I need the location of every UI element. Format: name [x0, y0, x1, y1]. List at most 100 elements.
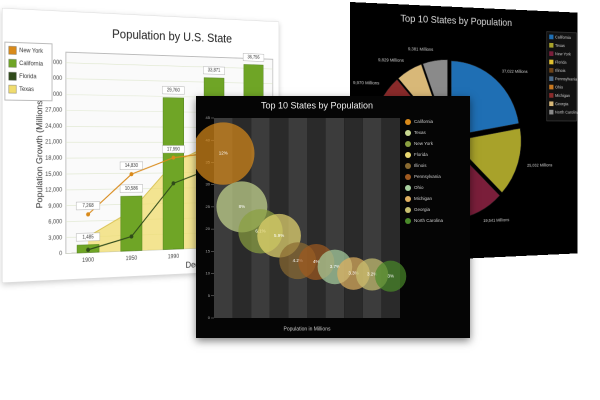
value-label-box [162, 86, 184, 94]
value-label: 10,586 [125, 186, 139, 192]
legend-label: Illinois [414, 163, 427, 168]
x-tick-label: 1950 [126, 256, 138, 262]
y-tick-label: 6,000 [48, 219, 63, 225]
bubble-label: 3.7% [330, 264, 340, 269]
pie-slice [453, 128, 521, 193]
y-tick-label: 15 [206, 248, 211, 253]
legend-swatch [549, 59, 554, 65]
y-tick-label: 18,000 [45, 156, 63, 162]
marker [171, 155, 176, 160]
bar [77, 244, 99, 253]
value-label-box [203, 67, 224, 75]
bubble [375, 260, 407, 292]
legend-label: Texas [414, 130, 427, 135]
legend-label: New York [19, 48, 43, 55]
legend-box [5, 42, 52, 101]
legend-swatch [405, 196, 411, 202]
slice-label: 9,970 Millions [353, 80, 380, 86]
legend-swatch [405, 141, 411, 147]
legend-label: Florida [414, 152, 428, 157]
y-tick-label: 0 [208, 315, 211, 320]
legend-label: Michigan [555, 93, 570, 98]
y-tick-label: 3,000 [48, 235, 63, 241]
bar [121, 196, 142, 251]
bubble-label: 3.2% [367, 272, 377, 277]
legend-label: Florida [555, 60, 567, 65]
legend-swatch [405, 174, 411, 180]
legend-swatch [405, 119, 411, 125]
legend-swatch [405, 207, 411, 213]
bubble [196, 122, 255, 185]
legend-swatch [8, 59, 17, 68]
y-tick-label: 21,000 [45, 140, 63, 146]
legend-label: Georgia [414, 207, 431, 212]
value-label: 14,830 [125, 163, 139, 169]
y-tick-label: 5 [208, 293, 211, 298]
bar [163, 98, 184, 250]
legend-swatch [405, 163, 411, 169]
value-label-box [76, 233, 99, 242]
pie-slice [450, 144, 499, 219]
legend-swatch [8, 72, 17, 81]
legend-label: New York [555, 52, 571, 57]
y-tick-label: 25 [206, 204, 211, 209]
y-tick-label: 12,000 [45, 188, 63, 194]
bubble-chart: Top 10 States by Population 0 5 10 15 20 25 30 3… [196, 96, 470, 338]
y-tick-label: 10 [206, 271, 211, 276]
value-label-box [76, 202, 99, 210]
legend-label: Florida [19, 74, 37, 81]
legend-swatch [549, 93, 554, 98]
legend-swatch [8, 85, 17, 94]
bubble-label: 4% [313, 259, 320, 264]
bubble-label: 12% [219, 151, 228, 156]
chart-title: Top 10 States by Population [261, 100, 373, 110]
y-tick-label: 30 [206, 182, 211, 187]
legend-label: Pennsylvania [555, 77, 577, 82]
x-axis-label: Population in Millions [284, 326, 331, 332]
y-tick-label: 15,000 [45, 172, 63, 178]
y-tick-label: 0 [59, 251, 63, 257]
legend-swatch [549, 109, 554, 115]
value-label: 36,756 [247, 55, 259, 61]
bubble-panel: Top 10 States by Population 0 5 10 15 20 25 30 3… [196, 96, 470, 338]
y-tick-label: 9,000 [48, 203, 63, 209]
legend-label: New York [414, 141, 434, 146]
value-label: 17,990 [167, 147, 180, 153]
pie-slice [423, 59, 448, 135]
legend-label: California [555, 35, 571, 40]
y-tick-label: 20 [206, 226, 211, 231]
bubble-label: 3.3% [348, 271, 358, 276]
slice-label: 19,541 Millions [483, 218, 510, 224]
legend-swatch [549, 34, 554, 40]
legend-swatch [8, 46, 17, 55]
legend-label: Texas [19, 87, 34, 93]
bubble-label: 5.9% [274, 233, 284, 238]
chart-title: Top 10 States by Population [400, 14, 512, 29]
value-label: 7,268 [82, 203, 94, 209]
bubble-label: 3% [387, 273, 394, 278]
legend-swatch [549, 84, 554, 90]
legend-label: Pennsylvania [414, 174, 441, 179]
legend-label: North Carolina [414, 218, 444, 223]
value-label: 1,485 [82, 234, 94, 240]
legend-label: Michigan [414, 196, 433, 201]
value-label: 33,871 [208, 68, 221, 74]
legend-swatch [549, 101, 554, 107]
legend-swatch [549, 67, 554, 73]
legend-label: Texas [555, 43, 565, 48]
legend-swatch [405, 185, 411, 191]
y-axis-label: Population Growth (Millions) [35, 97, 45, 208]
legend-swatch [549, 76, 554, 82]
slice-label: 37,022 Millions [502, 69, 528, 74]
bubble-label: 8% [239, 204, 246, 209]
y-tick-label: 27,000 [45, 108, 63, 114]
x-tick-label: 1990 [168, 254, 180, 260]
y-tick-label: 30,000 [45, 92, 63, 98]
slice-label: 9,381 Millions [408, 46, 434, 52]
value-label: 29,760 [167, 88, 180, 94]
legend-label: North Carolina [555, 110, 577, 115]
legend-label: Ohio [555, 85, 563, 90]
legend-swatch [549, 51, 554, 57]
plot-stripe [325, 118, 345, 318]
